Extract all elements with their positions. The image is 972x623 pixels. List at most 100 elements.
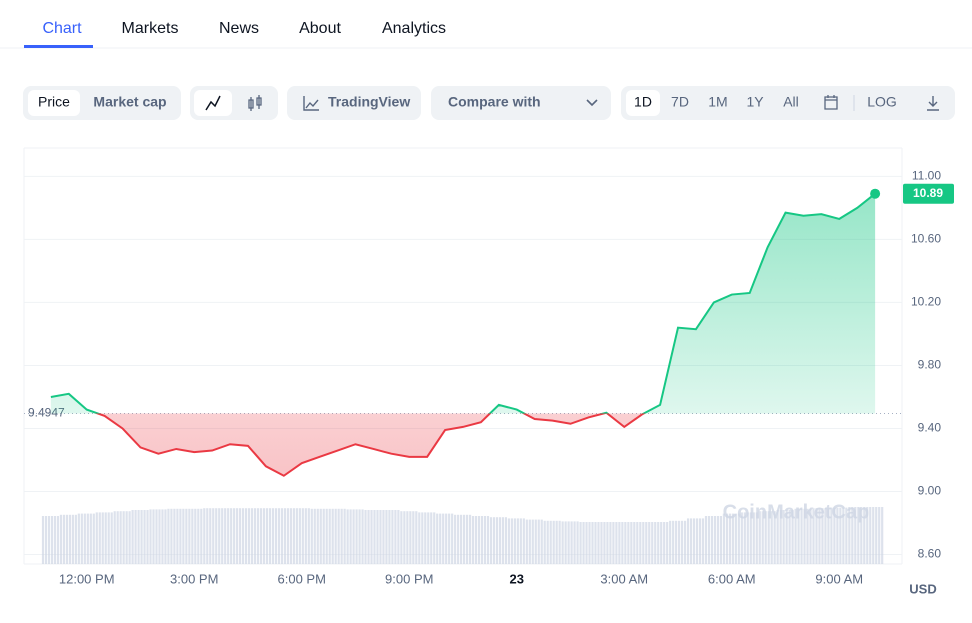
volume-bar bbox=[636, 522, 639, 564]
volume-bar bbox=[561, 521, 564, 564]
volume-bar bbox=[457, 514, 460, 564]
volume-bar bbox=[863, 507, 866, 564]
volume-bar bbox=[41, 516, 45, 564]
volume-bar bbox=[325, 508, 328, 564]
candle-icon[interactable] bbox=[248, 95, 262, 111]
volume-bar bbox=[122, 511, 125, 564]
volume-bar bbox=[176, 508, 179, 564]
volume-bar bbox=[836, 507, 839, 564]
volume-bar bbox=[704, 516, 708, 564]
unit-label: USD bbox=[909, 581, 936, 596]
range-button[interactable]: 1Y bbox=[746, 94, 764, 110]
volume-bar bbox=[331, 508, 334, 564]
calendar-icon[interactable] bbox=[824, 95, 838, 110]
volume-bar bbox=[253, 508, 257, 564]
volume-bar bbox=[454, 514, 457, 564]
volume-bar bbox=[848, 507, 851, 564]
range-button[interactable]: 1D bbox=[634, 94, 652, 110]
volume-bar bbox=[218, 508, 221, 564]
volume-bar bbox=[824, 508, 827, 564]
download-icon[interactable] bbox=[927, 96, 939, 111]
volume-bar bbox=[794, 508, 797, 564]
volume-bar bbox=[188, 508, 191, 564]
volume-bar bbox=[725, 513, 728, 564]
line-icon bbox=[205, 95, 221, 111]
y-tick-label: 9.40 bbox=[918, 421, 942, 435]
last-point bbox=[870, 188, 881, 199]
volume-bar bbox=[689, 518, 693, 564]
volume-bar bbox=[779, 510, 782, 564]
volume-bar bbox=[606, 522, 609, 564]
volume-bar bbox=[797, 508, 800, 564]
volume-bar bbox=[881, 507, 884, 564]
volume-bar bbox=[430, 512, 433, 564]
compare-dropdown[interactable] bbox=[431, 86, 611, 120]
range-button[interactable]: 1M bbox=[708, 94, 727, 110]
volume-bar bbox=[203, 508, 206, 564]
volume-bar bbox=[448, 513, 451, 564]
volume-bar bbox=[621, 522, 624, 564]
volume-bar bbox=[113, 511, 116, 564]
volume-bar bbox=[731, 513, 734, 564]
volume-bar bbox=[660, 522, 663, 564]
volume-bar bbox=[618, 522, 621, 564]
volume-bar bbox=[289, 508, 292, 564]
volume-bar bbox=[576, 521, 579, 564]
volume-bar bbox=[200, 508, 203, 564]
volume-bar bbox=[761, 511, 764, 564]
volume-bar bbox=[642, 522, 645, 564]
volume-bar bbox=[678, 520, 681, 564]
volume-bar bbox=[519, 518, 522, 564]
volume-bar bbox=[477, 516, 481, 564]
tab[interactable]: News bbox=[219, 20, 259, 37]
volume-bar bbox=[409, 511, 412, 564]
volume-bar bbox=[672, 520, 675, 564]
volume-bar bbox=[349, 509, 352, 564]
log-button[interactable]: LOG bbox=[867, 94, 897, 110]
volume-bar bbox=[501, 517, 505, 564]
volume-bar bbox=[74, 514, 77, 564]
market-cap-button[interactable]: Market cap bbox=[93, 94, 166, 110]
volume-bar bbox=[669, 520, 672, 564]
volume-bar bbox=[842, 507, 845, 564]
volume-bar bbox=[125, 511, 128, 564]
range-button[interactable]: 7D bbox=[671, 94, 689, 110]
volume-bar bbox=[403, 511, 406, 564]
volume-bar bbox=[483, 516, 487, 564]
tab[interactable]: Analytics bbox=[382, 20, 446, 37]
plot: 8.60 9.00 9.40 9.80 10.20 10.60 11.00 12:00 PM 3… bbox=[24, 169, 954, 586]
volume-bar bbox=[758, 511, 761, 564]
volume-bar bbox=[439, 513, 442, 564]
volume-bar bbox=[206, 508, 209, 564]
tab[interactable]: About bbox=[299, 20, 341, 37]
volume-bar bbox=[785, 510, 788, 564]
volume-bar bbox=[89, 513, 92, 564]
tab[interactable]: Markets bbox=[122, 20, 179, 37]
x-tick-label: 6:00 PM bbox=[278, 571, 326, 586]
volume-bar bbox=[573, 521, 576, 564]
volume-bar bbox=[806, 508, 809, 564]
volume-bar bbox=[352, 509, 355, 564]
volume-bar bbox=[119, 511, 122, 564]
volume-bar bbox=[436, 513, 439, 564]
volume-bar bbox=[875, 507, 878, 564]
volume-bar bbox=[259, 508, 263, 564]
volume-bar bbox=[498, 517, 502, 564]
volume-bar bbox=[675, 520, 678, 564]
volume-bar bbox=[71, 514, 74, 564]
volume-bar bbox=[716, 516, 720, 564]
tradingview-button[interactable] bbox=[287, 86, 421, 120]
tab[interactable]: Chart bbox=[42, 20, 82, 37]
volume-bar bbox=[191, 508, 194, 564]
volume-bar bbox=[215, 508, 218, 564]
volume-bar bbox=[92, 513, 95, 564]
volume-bar bbox=[540, 519, 543, 564]
volume-bar bbox=[230, 508, 233, 564]
price-button[interactable]: Price bbox=[38, 94, 70, 110]
volume-bar bbox=[591, 522, 594, 564]
compare-label: Compare with bbox=[448, 94, 541, 110]
volume-bar bbox=[131, 510, 134, 564]
range-button[interactable]: All bbox=[783, 94, 799, 110]
volume-bar bbox=[65, 514, 68, 564]
volume-bar bbox=[128, 511, 131, 564]
